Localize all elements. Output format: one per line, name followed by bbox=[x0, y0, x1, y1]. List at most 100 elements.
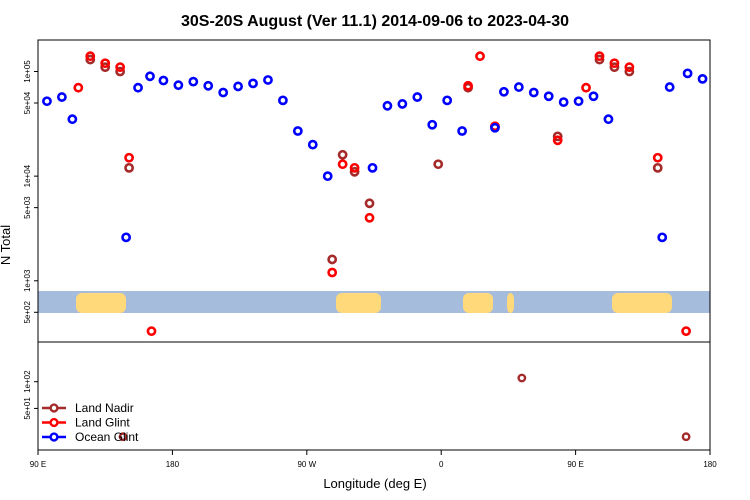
land-patch bbox=[612, 293, 672, 313]
ocean-glint-point bbox=[412, 92, 423, 102]
legend-item-ocean-glint: Ocean Glint bbox=[42, 430, 139, 444]
ocean-glint-point bbox=[292, 126, 303, 136]
ocean-glint-point bbox=[490, 122, 500, 133]
x-tick-label: 0 bbox=[439, 460, 444, 469]
ocean-glint-point bbox=[543, 91, 554, 102]
y-tick-label: 5e+01 bbox=[23, 397, 32, 420]
land-glint-point bbox=[327, 267, 338, 278]
y-tick-label: 5e+03 bbox=[23, 196, 32, 219]
bottom-panel-frame bbox=[37, 341, 711, 451]
land-glint-point bbox=[337, 159, 348, 170]
land-patch bbox=[463, 293, 493, 313]
ocean-glint-point bbox=[367, 162, 378, 173]
ocean-glint-point bbox=[188, 76, 199, 87]
ocean-glint-point bbox=[263, 75, 273, 85]
land-glint-point bbox=[681, 326, 692, 337]
ocean-glint-point bbox=[588, 91, 599, 102]
ocean-glint-point bbox=[397, 99, 408, 109]
land-glint-point bbox=[624, 62, 635, 73]
ocean-glint-point bbox=[603, 114, 614, 125]
legend-marker bbox=[49, 417, 59, 428]
x-tick-label: 90 E bbox=[30, 460, 46, 469]
legend-label: Land Glint bbox=[75, 416, 130, 430]
ocean-glint-point bbox=[133, 82, 143, 93]
land-patch bbox=[507, 293, 514, 313]
land-nadir-point bbox=[609, 62, 620, 73]
land-nadir-point bbox=[349, 166, 360, 177]
land-patch bbox=[336, 293, 381, 313]
land-glint-point bbox=[146, 326, 157, 337]
ocean-glint-point bbox=[278, 95, 288, 106]
x-tick-label: 180 bbox=[166, 460, 180, 469]
land-glint-point bbox=[115, 62, 126, 73]
land-glint-point bbox=[85, 51, 96, 62]
ocean-glint-point bbox=[67, 114, 78, 125]
legend-marker bbox=[49, 403, 59, 413]
ocean-glint-point bbox=[697, 73, 708, 84]
ocean-glint-point bbox=[42, 96, 52, 107]
ocean-glint-point bbox=[145, 71, 155, 82]
legend-label: Ocean Glint bbox=[75, 430, 139, 444]
y-tick-label: 1e+05 bbox=[23, 60, 32, 83]
y-tick-label: 1e+04 bbox=[23, 164, 32, 187]
ocean-glint-point bbox=[248, 78, 258, 89]
ocean-glint-point bbox=[322, 171, 333, 182]
legend-item-land-nadir: Land Nadir bbox=[42, 401, 134, 415]
ocean-glint-point bbox=[233, 81, 244, 92]
ocean-glint-point bbox=[307, 139, 318, 150]
ocean-glint-point bbox=[56, 92, 67, 102]
ocean-glint-point bbox=[657, 232, 668, 243]
ocean-glint-point bbox=[513, 82, 524, 92]
ocean-glint-point bbox=[173, 80, 184, 91]
land-glint-point bbox=[581, 82, 591, 93]
ocean-glint-point bbox=[203, 80, 214, 91]
land-nadir-point bbox=[624, 66, 635, 77]
ocean-glint-point bbox=[158, 75, 169, 86]
land-nadir-point bbox=[517, 373, 527, 383]
x-tick-label: 90 E bbox=[567, 460, 583, 469]
legend-label: Land Nadir bbox=[75, 401, 134, 415]
y-tick-label: 1e+03 bbox=[23, 269, 32, 292]
ocean-glint-point bbox=[382, 100, 393, 111]
x-axis-label: Longitude (deg E) bbox=[323, 476, 426, 491]
land-glint-point bbox=[652, 152, 663, 163]
land-nadir-point bbox=[115, 66, 126, 77]
land-nadir-point bbox=[327, 254, 338, 265]
land-glint-point bbox=[100, 58, 111, 69]
ocean-glint-point bbox=[457, 126, 468, 136]
ocean-glint-point bbox=[682, 68, 693, 79]
y-tick-label: 5e+02 bbox=[23, 300, 32, 323]
ocean-glint-point bbox=[558, 97, 569, 108]
land-glint-point bbox=[73, 82, 84, 93]
land-nadir-point bbox=[433, 159, 444, 170]
land-glint-point bbox=[552, 135, 563, 146]
land-nadir-point bbox=[124, 162, 134, 173]
land-patch bbox=[76, 293, 126, 313]
ocean-glint-point bbox=[573, 96, 584, 107]
legend-marker bbox=[49, 432, 59, 442]
x-tick-label: 180 bbox=[703, 460, 717, 469]
y-tick-label: 1e+02 bbox=[23, 370, 32, 393]
land-nadir-point bbox=[594, 54, 605, 65]
land-glint-point bbox=[594, 51, 605, 62]
ocean-glint-point bbox=[528, 87, 539, 98]
y-axis-label: N Total bbox=[0, 225, 13, 265]
land-nadir-point bbox=[652, 162, 663, 173]
land-nadir-point bbox=[118, 432, 128, 442]
land-nadir-point bbox=[100, 62, 111, 73]
y-tick-label: 5e+04 bbox=[23, 91, 32, 114]
ocean-glint-point bbox=[427, 119, 438, 130]
ocean-glint-point bbox=[121, 232, 132, 243]
chart-title: 30S-20S August (Ver 11.1) 2014-09-06 to … bbox=[181, 13, 569, 30]
land-nadir-point bbox=[364, 198, 375, 209]
land-glint-point bbox=[349, 162, 360, 173]
legend-item-land-glint: Land Glint bbox=[42, 416, 130, 430]
ocean-glint-point bbox=[442, 95, 453, 106]
land-nadir-point bbox=[681, 432, 691, 442]
ocean-glint-point bbox=[218, 87, 229, 98]
land-glint-point bbox=[609, 58, 620, 69]
land-nadir-point bbox=[552, 131, 563, 142]
land-glint-point bbox=[364, 212, 375, 223]
land-glint-point bbox=[475, 51, 485, 62]
land-glint-point bbox=[463, 80, 473, 91]
